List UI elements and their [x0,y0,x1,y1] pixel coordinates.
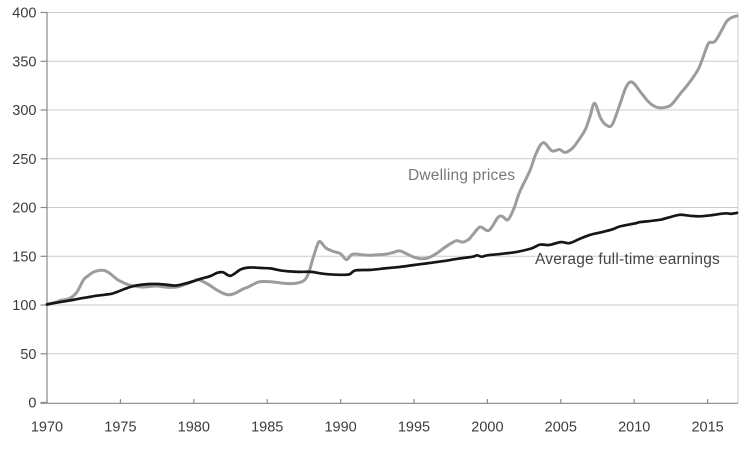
y-tick-label: 250 [12,152,36,168]
x-axis-ticks: 1970 1975 1980 1985 1990 1995 2000 2005 2010 2015 [31,399,724,436]
gridlines [47,12,739,404]
x-tick-label: 1985 [251,420,283,436]
x-tick-label: 1975 [104,420,136,436]
x-tick-label: 2010 [618,420,650,436]
y-tick-label: 400 [12,6,36,22]
y-tick-label: 300 [12,103,36,119]
x-tick-label: 2000 [471,420,503,436]
y-axis-ticks: 0 50 100 150 200 250 300 350 400 [12,6,47,412]
x-tick-label: 2005 [545,420,577,436]
x-tick-label: 1995 [398,420,430,436]
x-tick-label: 1980 [178,420,210,436]
x-tick-label: 1970 [31,420,63,436]
x-tick-label: 2015 [691,420,723,436]
y-tick-label: 350 [12,54,36,70]
y-tick-label: 200 [12,201,36,217]
x-tick-label: 1990 [324,420,356,436]
dwelling-prices-line [45,14,739,306]
y-tick-label: 100 [12,298,36,314]
y-tick-label: 150 [12,249,36,265]
y-tick-label: 0 [28,396,36,412]
y-tick-label: 50 [20,347,36,363]
earnings-label: Average full-time earnings [535,251,720,268]
earnings-line [45,211,739,306]
dwelling-prices-label: Dwelling prices [408,167,516,184]
